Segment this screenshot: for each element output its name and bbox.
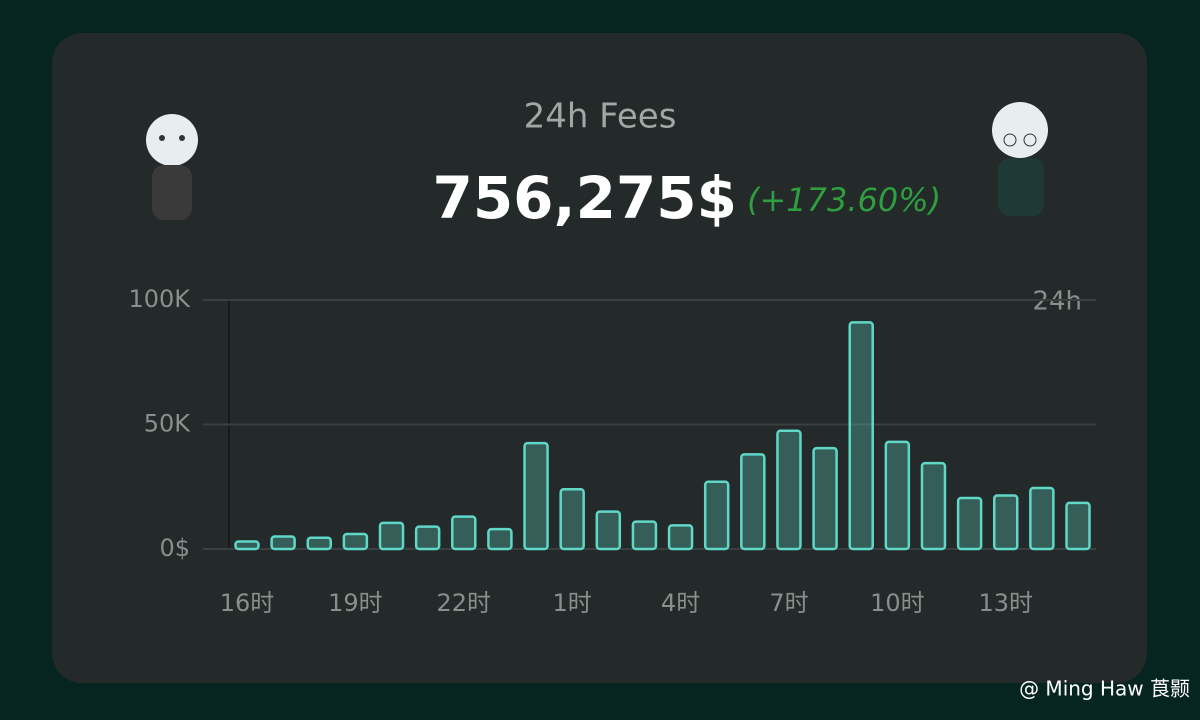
bar <box>451 515 477 551</box>
bar <box>523 441 549 551</box>
bar <box>920 461 947 551</box>
bar <box>1029 486 1055 551</box>
bar <box>414 525 441 551</box>
bar <box>703 480 730 551</box>
bar <box>776 429 802 551</box>
bar <box>631 520 658 551</box>
y-tick-label: 0$ <box>159 534 190 562</box>
bar <box>992 494 1019 551</box>
x-tick-label: 4时 <box>661 589 700 617</box>
bar <box>595 510 622 551</box>
bar <box>884 440 911 551</box>
x-tick-label: 7时 <box>769 589 808 617</box>
bar <box>667 524 694 551</box>
x-tick-label: 10时 <box>870 589 925 617</box>
x-tick-label: 13时 <box>978 589 1033 617</box>
y-tick-label: 100K <box>128 285 191 313</box>
watermark: @ Ming Haw 莨颢 <box>1019 677 1190 701</box>
x-tick-label: 19时 <box>328 589 383 617</box>
cat-right <box>992 102 1048 216</box>
bar <box>848 321 874 551</box>
bar <box>559 487 585 551</box>
y-tick-label: 50K <box>144 410 192 438</box>
headline-value: 756,275$ <box>432 164 737 232</box>
bar <box>956 496 983 551</box>
period-label: 24h <box>1032 287 1082 317</box>
bar <box>740 453 766 551</box>
chart-title: 24h Fees <box>524 97 677 137</box>
bar <box>342 532 369 551</box>
x-tick-label: 22时 <box>437 589 492 617</box>
cat-left <box>146 114 198 220</box>
change-percent: (+173.60%) <box>747 181 941 219</box>
bar <box>270 535 296 551</box>
bar <box>234 540 260 551</box>
x-tick-label: 16时 <box>220 589 275 617</box>
bar <box>487 527 513 551</box>
bar <box>812 446 838 551</box>
bar <box>378 521 405 551</box>
bar <box>306 536 333 551</box>
x-tick-label: 1时 <box>553 589 592 617</box>
bar <box>1065 501 1091 551</box>
